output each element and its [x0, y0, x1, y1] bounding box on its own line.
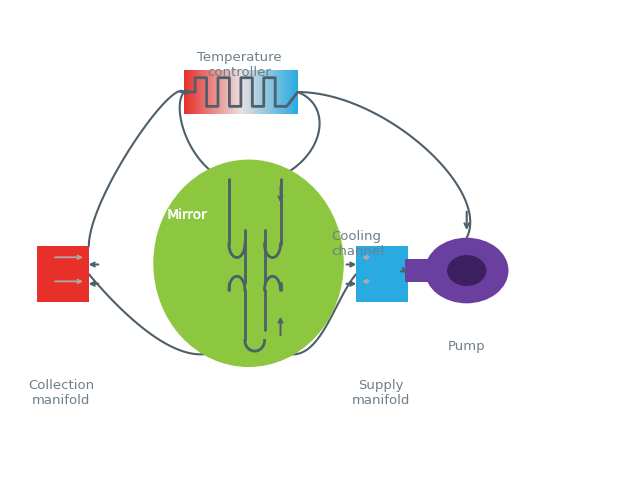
Text: Mirror: Mirror [167, 208, 206, 222]
Text: Supply
manifold: Supply manifold [352, 379, 410, 407]
FancyBboxPatch shape [37, 246, 89, 302]
Text: Collection
manifold: Collection manifold [28, 379, 94, 407]
Text: Cooling
channel: Cooling channel [332, 230, 384, 258]
FancyBboxPatch shape [405, 259, 428, 282]
Circle shape [447, 255, 486, 286]
FancyBboxPatch shape [356, 246, 409, 302]
Text: Temperature
controller: Temperature controller [197, 51, 281, 79]
Text: Pump: Pump [448, 341, 485, 353]
Ellipse shape [153, 160, 344, 367]
Circle shape [425, 238, 508, 304]
Text: Mirror: Mirror [167, 208, 208, 222]
